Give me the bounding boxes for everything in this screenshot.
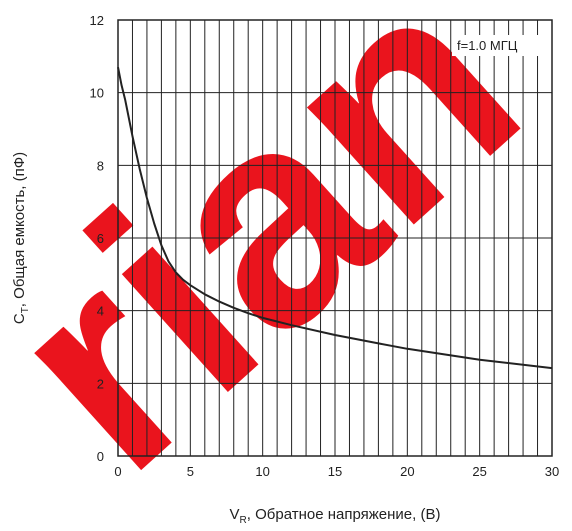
annotation-box: f=1.0 МГЦ xyxy=(452,35,544,56)
y-axis-label: CT, Общая емкость, (пФ) xyxy=(11,152,31,324)
x-axis-symbol: V xyxy=(230,506,240,523)
x-axis-subscript: R xyxy=(240,515,247,526)
y-axis-text: , Общая емкость, (пФ) xyxy=(11,152,28,307)
plot-frame xyxy=(117,19,553,457)
y-ticks: 0 2 4 6 8 10 12 xyxy=(90,13,104,464)
x-ticks: 0 5 10 15 20 25 30 xyxy=(114,464,559,479)
annotation-background xyxy=(452,35,544,56)
y-tick-label: 6 xyxy=(97,231,104,246)
y-tick-label: 2 xyxy=(97,376,104,391)
y-tick-label: 10 xyxy=(90,86,104,101)
x-tick-label: 25 xyxy=(472,464,486,479)
y-tick-label: 4 xyxy=(97,304,104,319)
series xyxy=(117,67,553,370)
grid xyxy=(118,20,552,456)
annotation-frequency: f=1.0 МГЦ xyxy=(457,38,518,53)
y-axis-subscript: T xyxy=(20,307,31,313)
y-tick-label: 0 xyxy=(97,449,104,464)
x-tick-label: 5 xyxy=(187,464,194,479)
capacitance-curve xyxy=(117,67,553,370)
x-tick-label: 0 xyxy=(114,464,121,479)
x-tick-label: 20 xyxy=(400,464,414,479)
x-axis-label: VR, Обратное напряжение, (В) xyxy=(230,506,441,526)
x-tick-label: 30 xyxy=(545,464,559,479)
x-axis-text: , Обратное напряжение, (В) xyxy=(247,506,441,523)
x-tick-label: 15 xyxy=(328,464,342,479)
y-tick-label: 8 xyxy=(97,158,104,173)
x-tick-label: 10 xyxy=(255,464,269,479)
y-tick-label: 12 xyxy=(90,13,104,28)
y-axis-symbol: C xyxy=(11,313,28,324)
